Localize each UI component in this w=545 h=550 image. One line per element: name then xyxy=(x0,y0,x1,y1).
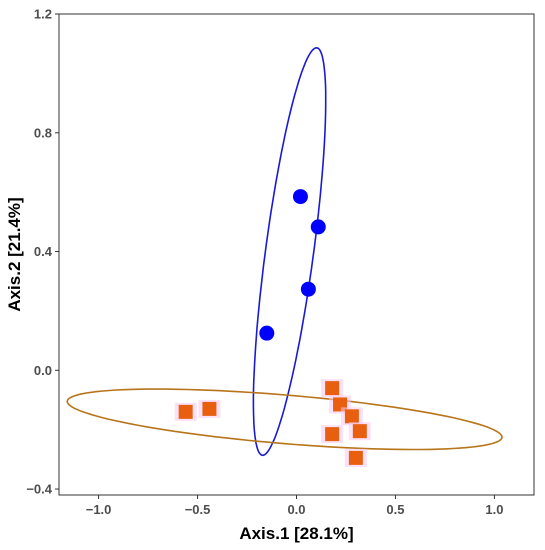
y-tick-label: 1.2 xyxy=(34,7,52,22)
point-group2-7 xyxy=(325,427,340,442)
x-tick-label: 1.0 xyxy=(485,502,503,517)
y-axis-title: Axis.2 [21.4%] xyxy=(5,197,24,311)
y-tick-label: 0.8 xyxy=(34,125,52,140)
point-group1-3 xyxy=(300,281,316,297)
x-tick-label: 0.0 xyxy=(287,502,305,517)
confidence-ellipses xyxy=(66,46,503,457)
y-tick-label: 0.0 xyxy=(34,363,52,378)
point-group2-3 xyxy=(325,381,340,396)
confidence-ellipse-1 xyxy=(252,46,327,457)
point-group2-2 xyxy=(202,401,217,416)
x-tick-label: −1.0 xyxy=(86,502,112,517)
confidence-ellipse-2 xyxy=(66,388,503,451)
point-group1-4 xyxy=(259,325,275,341)
y-tick-label: −0.4 xyxy=(26,482,52,497)
point-group2-6 xyxy=(352,424,367,439)
y-axis: −0.4 0.0 0.4 0.8 1.2 xyxy=(26,7,59,497)
x-axis: −1.0 −0.5 0.0 0.5 1.0 xyxy=(86,495,503,517)
x-tick-label: −0.5 xyxy=(185,502,211,517)
y-tick-label: 0.4 xyxy=(34,244,53,259)
point-group1-1 xyxy=(292,189,308,205)
x-tick-label: 0.5 xyxy=(386,502,404,517)
x-axis-title: Axis.1 [28.1%] xyxy=(239,524,353,543)
point-group2-1 xyxy=(178,404,193,419)
point-group2-8 xyxy=(348,450,363,465)
data-points xyxy=(174,189,371,467)
point-group2-5 xyxy=(344,409,359,424)
point-group1-2 xyxy=(310,219,326,235)
